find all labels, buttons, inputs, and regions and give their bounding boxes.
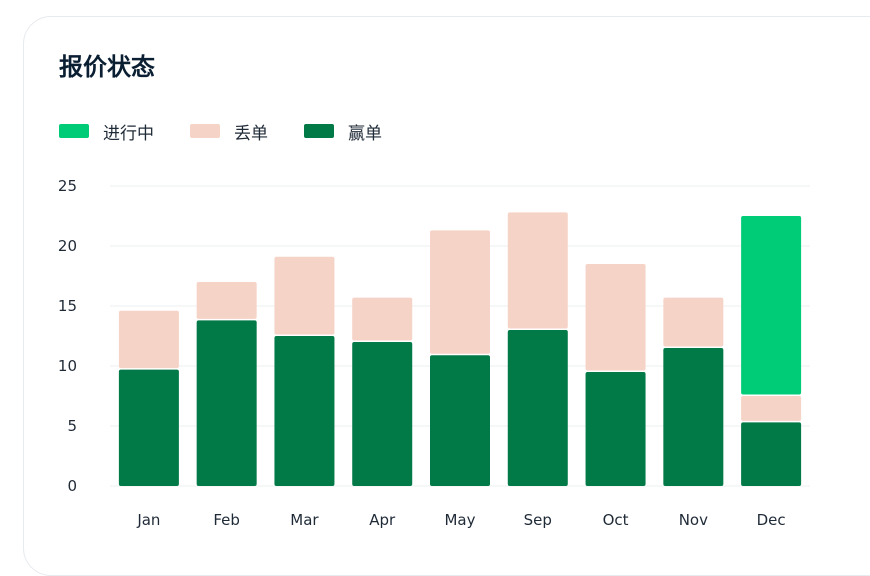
legend-item-in-progress[interactable]: 进行中 (59, 119, 154, 144)
bar-won-feb (196, 320, 257, 486)
bar-in_progress-dec (741, 216, 802, 395)
x-tick-label: May (444, 511, 475, 529)
bar-lost-feb (196, 282, 257, 319)
x-tick-label: Jan (136, 511, 160, 529)
bar-lost-dec (741, 396, 802, 421)
legend-item-lost[interactable]: 丢单 (190, 119, 268, 144)
bar-lost-oct (585, 264, 646, 371)
x-tick-label: Feb (213, 511, 240, 529)
card-title: 报价状态 (59, 53, 155, 81)
x-tick-label: Dec (757, 511, 786, 529)
bar-won-mar (274, 336, 335, 486)
legend-swatch-won (304, 124, 334, 138)
y-tick-label: 15 (58, 297, 77, 315)
bar-lost-apr (352, 297, 413, 341)
legend-item-won[interactable]: 赢单 (304, 119, 382, 144)
bar-lost-sep (507, 212, 568, 329)
legend-label-in-progress: 进行中 (103, 123, 154, 144)
bar-lost-mar (274, 256, 335, 335)
legend-swatch-in-progress (59, 124, 89, 138)
bar-won-may (430, 355, 490, 486)
bar-lost-nov (663, 297, 724, 347)
stacked-bar-chart: 0 5 10 15 20 25 Jan Feb Mar Apr May Sep Oct Nov Dec (58, 177, 810, 529)
bar-won-apr (352, 342, 413, 486)
y-tick-label: 10 (58, 357, 77, 375)
bar-lost-jan (118, 310, 179, 369)
chart-legend: 进行中 丢单 赢单 (59, 118, 382, 144)
x-tick-label: Nov (679, 511, 708, 529)
bar-won-oct (585, 372, 646, 486)
x-tick-label: Mar (290, 511, 319, 529)
bar-won-nov (663, 348, 724, 486)
x-tick-label: Sep (524, 511, 552, 529)
y-tick-label: 25 (58, 177, 77, 195)
legend-swatch-lost (190, 124, 220, 138)
legend-label-lost: 丢单 (234, 123, 268, 144)
y-tick-label: 0 (67, 477, 77, 495)
bar-won-jan (118, 369, 179, 486)
legend-label-won: 赢单 (348, 123, 382, 144)
bar-won-sep (507, 330, 568, 486)
y-tick-label: 5 (67, 417, 77, 435)
bar-won-dec (741, 422, 802, 486)
y-tick-label: 20 (58, 237, 77, 255)
bar-lost-may (430, 230, 490, 354)
x-tick-label: Oct (603, 511, 629, 529)
x-tick-label: Apr (369, 511, 396, 529)
